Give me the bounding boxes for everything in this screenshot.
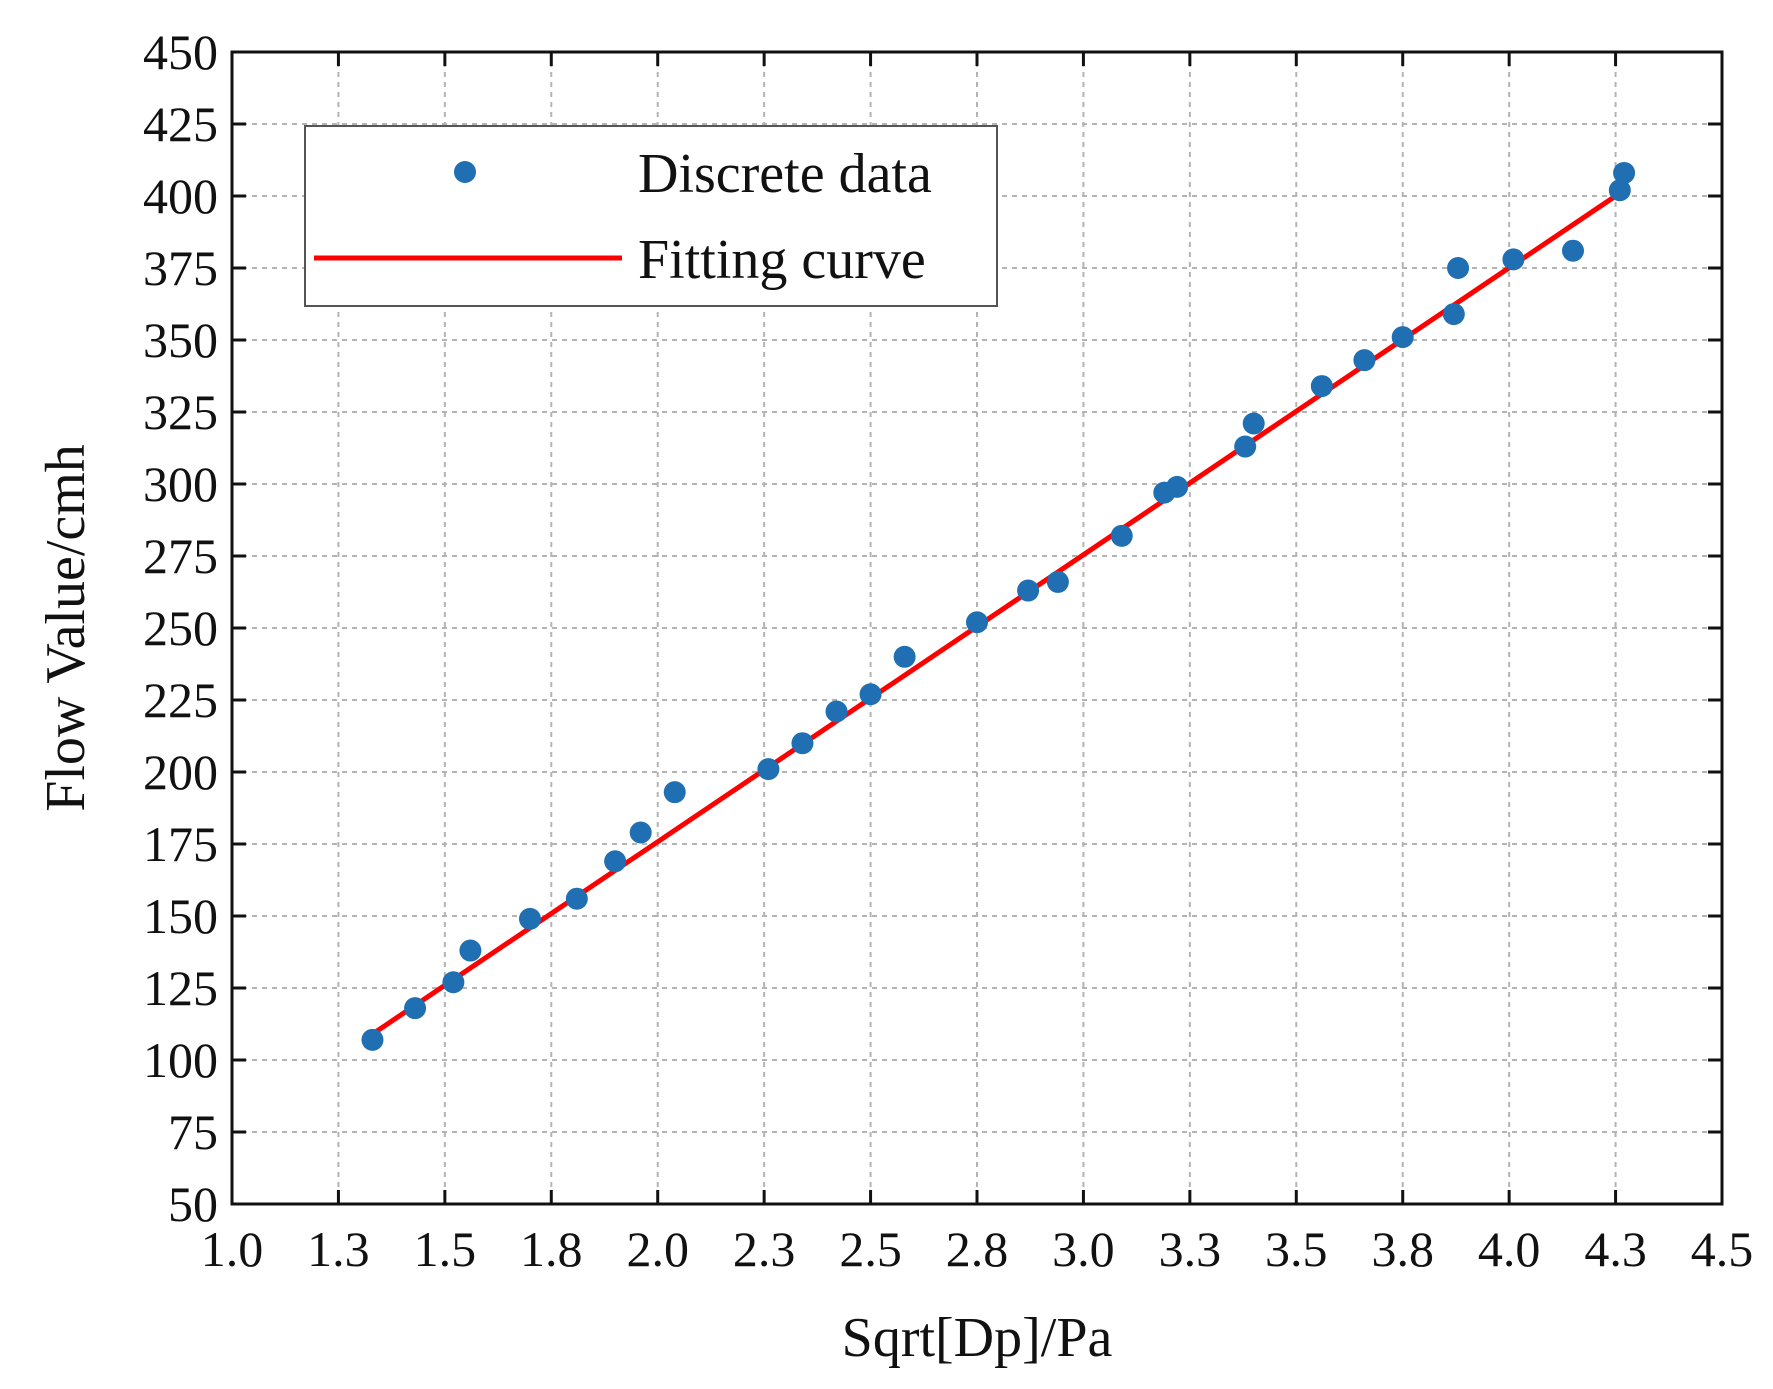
legend-label-fitting-curve: Fitting curve bbox=[638, 229, 926, 291]
data-point bbox=[442, 971, 465, 994]
x-tick-label: 4.0 bbox=[1478, 1221, 1541, 1277]
data-point bbox=[519, 907, 541, 930]
x-tick-label: 3.5 bbox=[1265, 1221, 1328, 1277]
data-point bbox=[1447, 257, 1470, 279]
y-tick-label: 75 bbox=[168, 1104, 218, 1160]
data-point bbox=[1562, 239, 1584, 262]
x-tick-label: 4.3 bbox=[1584, 1221, 1647, 1277]
y-tick-label: 300 bbox=[143, 456, 218, 512]
data-point bbox=[1234, 435, 1257, 458]
y-tick-label: 250 bbox=[143, 600, 218, 656]
data-point bbox=[859, 683, 882, 706]
y-tick-label: 450 bbox=[143, 24, 218, 80]
data-point bbox=[1608, 179, 1631, 202]
data-point bbox=[1613, 161, 1636, 184]
x-tick-label: 1.0 bbox=[201, 1221, 264, 1277]
data-point bbox=[404, 997, 427, 1020]
legend-box bbox=[304, 125, 998, 307]
y-tick-label: 325 bbox=[143, 384, 218, 440]
data-point bbox=[966, 611, 988, 634]
data-point bbox=[459, 939, 482, 962]
y-tick-label: 125 bbox=[143, 960, 218, 1016]
y-tick-label: 50 bbox=[168, 1176, 218, 1232]
y-tick-label: 425 bbox=[143, 96, 218, 152]
data-point bbox=[1502, 248, 1525, 271]
x-tick-label: 2.3 bbox=[733, 1221, 796, 1277]
data-point bbox=[1310, 375, 1333, 398]
data-point bbox=[1391, 326, 1414, 349]
data-point bbox=[757, 758, 780, 781]
y-axis-ticks: 50 75 100 125 150 175 200 225 250 275 300 325 350 375… bbox=[143, 24, 1722, 1232]
x-tick-label: 3.8 bbox=[1371, 1221, 1434, 1277]
x-tick-label: 2.5 bbox=[839, 1221, 902, 1277]
data-point bbox=[1110, 524, 1133, 547]
x-tick-label: 2.8 bbox=[946, 1221, 1009, 1277]
y-tick-label: 150 bbox=[143, 888, 218, 944]
y-tick-label: 225 bbox=[143, 672, 218, 728]
x-tick-label: 2.0 bbox=[626, 1221, 689, 1277]
y-tick-label: 400 bbox=[143, 168, 218, 224]
y-tick-label: 200 bbox=[143, 744, 218, 800]
y-tick-label: 100 bbox=[143, 1032, 218, 1088]
data-point bbox=[629, 821, 652, 844]
data-point bbox=[663, 781, 686, 804]
y-axis-title: Flow Value/cmh bbox=[35, 444, 97, 812]
data-point bbox=[604, 850, 627, 873]
y-tick-label: 350 bbox=[143, 312, 218, 368]
data-point bbox=[1353, 349, 1376, 372]
y-tick-label: 375 bbox=[143, 240, 218, 296]
data-point bbox=[1442, 303, 1465, 326]
data-point bbox=[791, 732, 814, 755]
x-tick-label: 3.0 bbox=[1052, 1221, 1115, 1277]
x-tick-label: 4.5 bbox=[1691, 1221, 1754, 1277]
x-tick-label: 1.5 bbox=[414, 1221, 477, 1277]
data-point bbox=[1046, 570, 1069, 593]
data-point bbox=[565, 887, 588, 910]
x-axis-ticks: 1.0 1.3 1.5 1.8 2.0 2.3 2.5 2.8 3.0 3.3 3.5 3.8 4.0 4… bbox=[201, 52, 1754, 1277]
y-tick-label: 175 bbox=[143, 816, 218, 872]
legend-label-discrete-data: Discrete data bbox=[638, 143, 932, 205]
x-axis-title: Sqrt[Dp]/Pa bbox=[842, 1307, 1113, 1369]
data-point bbox=[893, 645, 916, 668]
data-point bbox=[825, 700, 848, 723]
x-tick-label: 1.8 bbox=[520, 1221, 583, 1277]
x-tick-label: 1.3 bbox=[307, 1221, 370, 1277]
data-point bbox=[1242, 412, 1265, 435]
legend-marker-discrete bbox=[454, 161, 476, 183]
data-points bbox=[361, 161, 1636, 1051]
legend: Discrete data Fitting curve bbox=[304, 125, 998, 307]
data-point bbox=[1017, 579, 1040, 602]
data-point bbox=[361, 1028, 384, 1051]
x-tick-label: 3.3 bbox=[1159, 1221, 1222, 1277]
data-point bbox=[1166, 475, 1189, 498]
y-tick-label: 275 bbox=[143, 528, 218, 584]
